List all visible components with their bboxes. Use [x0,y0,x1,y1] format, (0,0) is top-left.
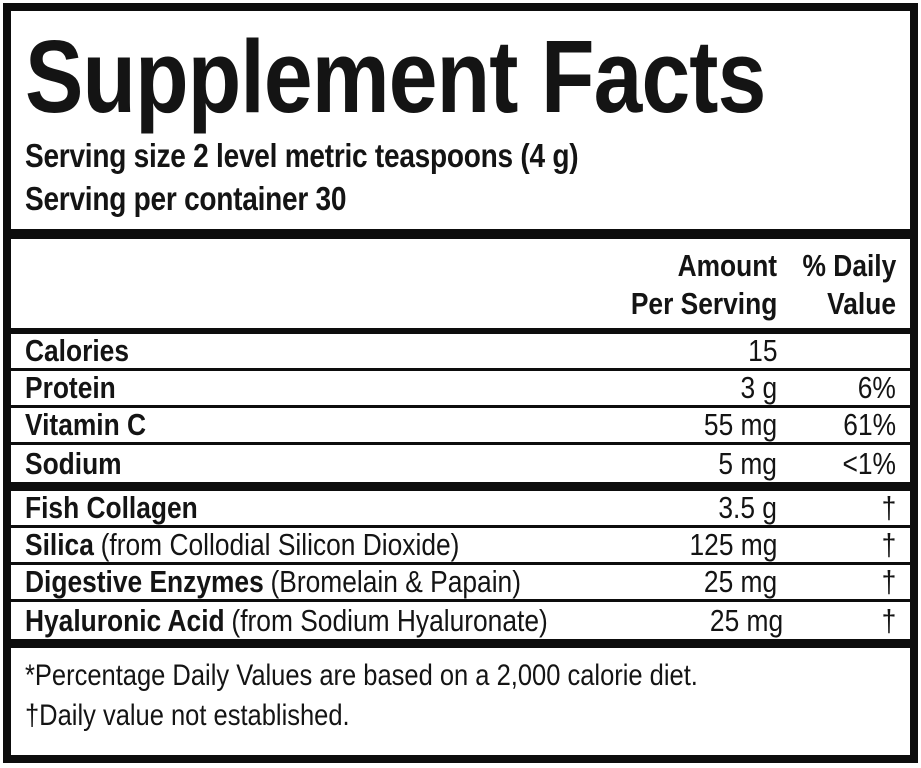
nutrient-daily-value: † [881,490,896,526]
nutrient-name: Sodium [25,445,122,481]
nutrient-amount: 15 [747,333,777,369]
nutrient-row-protein: Protein 3 g 6% [11,370,910,409]
nutrient-name: Fish Collagen [25,490,198,526]
nutrient-daily-value: 61% [843,407,896,443]
nutrient-daily-value: 6% [857,370,896,406]
label-title-text: Supplement Facts [25,19,766,134]
nutrient-row-sodium: Sodium 5 mg <1% [11,445,910,482]
nutrient-qualifier: (Bromelain & Papain) [270,564,521,600]
divider-group-thick [11,482,910,492]
nutrient-amount: 25 mg [703,564,777,600]
footnote-dagger: †Daily value not established. [25,699,350,732]
nutrient-row-vitamin-c: Vitamin C 55 mg 61% [11,407,910,446]
servings-per-container-line: Serving per container 30 [25,179,347,217]
nutrient-name: Protein [25,370,116,406]
column-headers: Amount Per Serving % Daily Value [11,239,910,329]
nutrient-row-silica: Silica (from Collodial Silicon Dioxide) 1… [11,527,910,566]
nutrient-row-calories: Calories 15 [11,333,910,372]
nutrient-amount: 125 mg [689,527,777,563]
nutrient-daily-value: † [881,564,896,600]
divider-top-thick [11,228,910,239]
footnote-daily-values: *Percentage Daily Values are based on a … [25,659,698,693]
serving-info: Serving size 2 level metric teaspoons (4… [25,135,896,221]
daily-value-column-header: % Daily Value [802,247,896,321]
nutrient-row-hyaluronic-acid: Hyaluronic Acid (from Sodium Hyaluronate)… [11,602,910,639]
footnotes: *Percentage Daily Values are based on a … [11,648,910,735]
nutrient-daily-value: † [881,527,896,563]
serving-size-line: Serving size 2 level metric teaspoons (4… [25,137,579,174]
amount-column-header: Amount Per Serving [630,247,777,321]
nutrient-amount: 3 g [740,370,777,406]
supplement-facts-label: Supplement Facts Serving size 2 level me… [3,3,918,763]
nutrient-amount: 55 mg [703,407,777,443]
nutrient-name: Silica [25,527,94,563]
nutrient-daily-value: † [881,602,896,638]
nutrient-row-digestive-enzymes: Digestive Enzymes (Bromelain & Papain) 25… [11,564,910,603]
nutrient-row-fish-collagen: Fish Collagen 3.5 g † [11,490,910,529]
nutrient-amount: 3.5 g [718,490,777,526]
divider-footnote-thick [11,639,910,649]
label-title: Supplement Facts [25,25,896,129]
nutrient-name: Hyaluronic Acid [25,602,225,638]
nutrient-amount: 25 mg [709,602,783,638]
nutrient-daily-value: <1% [842,445,896,481]
nutrient-amount: 5 mg [718,445,777,481]
nutrient-name: Calories [25,333,129,369]
divider-header [11,328,910,335]
nutrient-qualifier: (from Sodium Hyaluronate) [231,602,548,638]
nutrient-name: Digestive Enzymes [25,564,264,600]
nutrient-name: Vitamin C [25,407,147,443]
nutrient-daily-value [777,333,896,369]
nutrient-qualifier: (from Collodial Silicon Dioxide) [100,527,460,563]
